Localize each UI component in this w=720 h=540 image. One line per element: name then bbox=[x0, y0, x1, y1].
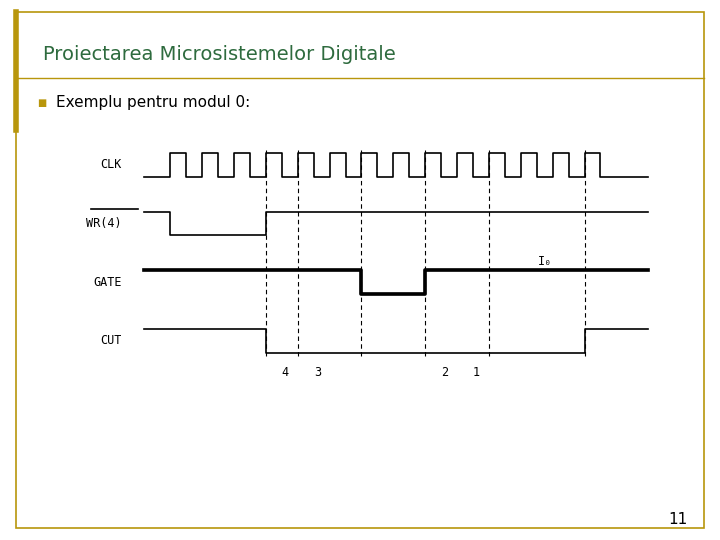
Text: 2: 2 bbox=[441, 366, 449, 379]
Text: Exemplu pentru modul 0:: Exemplu pentru modul 0: bbox=[56, 95, 251, 110]
Text: 1: 1 bbox=[473, 366, 480, 379]
Text: Proiectarea Microsistemelor Digitale: Proiectarea Microsistemelor Digitale bbox=[43, 44, 396, 64]
Text: 4: 4 bbox=[282, 366, 289, 379]
Text: 11: 11 bbox=[668, 512, 688, 527]
Text: ■: ■ bbox=[37, 98, 47, 107]
Text: GATE: GATE bbox=[93, 276, 122, 289]
Text: WR(4): WR(4) bbox=[86, 217, 122, 230]
Text: I₀: I₀ bbox=[538, 254, 552, 267]
Text: 3: 3 bbox=[314, 366, 321, 379]
Text: CUT: CUT bbox=[100, 334, 122, 347]
Text: CLK: CLK bbox=[100, 158, 122, 171]
